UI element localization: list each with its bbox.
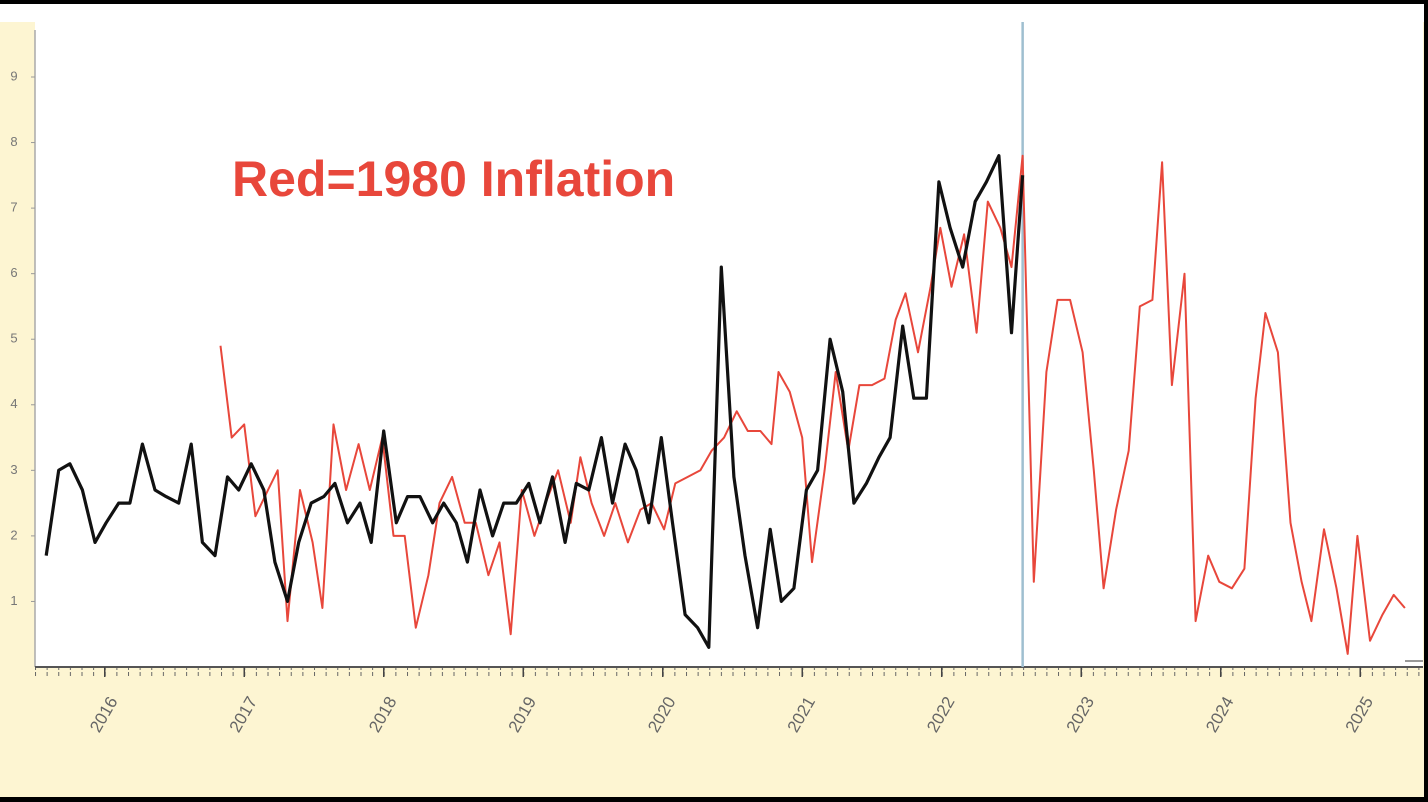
- series-line: [44, 154, 1025, 649]
- y-tick-label: 7: [10, 200, 17, 215]
- y-tick-label: 5: [10, 331, 17, 346]
- frame-top: [0, 0, 1428, 4]
- y-tick-label: 6: [10, 265, 17, 280]
- plot-area: [35, 4, 1423, 667]
- frame-right: [1424, 0, 1428, 802]
- frame-bottom: [0, 797, 1428, 802]
- y-tick-label: 1: [10, 593, 17, 608]
- y-tick-label: 3: [10, 462, 17, 477]
- annotation: Red=1980 Inflation: [232, 151, 675, 207]
- minor-ticks: [35, 668, 1423, 676]
- y-tick-label: 9: [10, 68, 17, 83]
- y-tick-label: 8: [10, 134, 17, 149]
- y-tick-label: 2: [10, 527, 17, 542]
- y-tick-label: 4: [10, 396, 17, 411]
- series-line: [219, 154, 1406, 655]
